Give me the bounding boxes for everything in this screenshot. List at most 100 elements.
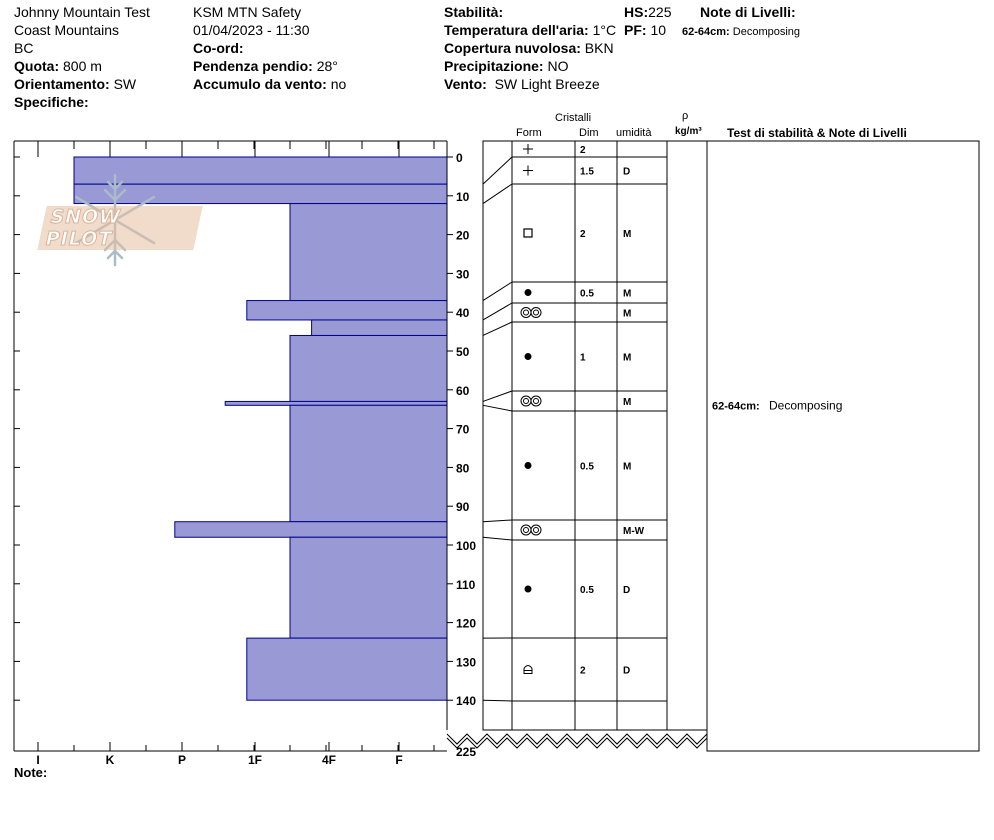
hardness-layer-bar [174, 521, 448, 538]
elevation-field: Quota: 800 m [14, 58, 102, 74]
density-unit-header: kg/m³ [675, 126, 702, 137]
rounded-grain-icon [524, 353, 532, 360]
depth-label: 90 [456, 500, 470, 514]
tests-header: Test di stabilità & Note di Livelli [727, 126, 907, 140]
hardness-layer-bar [289, 334, 448, 402]
observation-datetime: 01/04/2023 - 11:30 [193, 22, 310, 38]
grain-size-value: 1.5 [580, 167, 594, 178]
melt-form-icon [530, 524, 542, 536]
grain-size-value: 0.5 [580, 289, 594, 300]
moisture-value: D [623, 167, 630, 178]
hardness-layer-bar [246, 637, 448, 701]
melt-form-icon [520, 307, 532, 318]
depth-label: 0 [456, 151, 463, 165]
aspect-field: Orientamento: SW [14, 76, 137, 92]
hardness-layer-bar [289, 536, 448, 639]
layer-connector [482, 302, 513, 321]
air-temp-field: Temperatura dell'aria: 1°C [444, 22, 617, 38]
hardness-layer-bar [224, 400, 448, 406]
header-layer-note: 62-64cm: Decomposing [682, 26, 801, 38]
melt-form-icon [523, 398, 529, 404]
location-name: Johnny Mountain Test [14, 4, 150, 20]
moisture-value: D [623, 585, 630, 596]
mountain-range: Coast Mountains [14, 22, 120, 38]
hardness-label: P [178, 753, 186, 767]
moisture-value: M [623, 397, 631, 408]
melt-form-icon [523, 527, 529, 533]
melt-form-icon [530, 307, 542, 318]
form-header: Form [516, 127, 542, 139]
axis-break-zigzag [446, 733, 708, 745]
melt-form-icon [533, 398, 539, 404]
moisture-value: M [623, 289, 631, 300]
rounded-grain-icon [524, 585, 532, 593]
hardness-label: I [36, 753, 39, 767]
moisture-value: D [623, 666, 630, 677]
hardness-label: K [106, 753, 115, 767]
faceted-crystal-icon [523, 228, 533, 238]
layer-connector [482, 156, 513, 185]
moisture-header: umidità [616, 127, 652, 139]
depth-label: 20 [456, 229, 470, 243]
moisture-value: M-W [623, 526, 645, 537]
stability-label: Stabilità: [444, 4, 504, 20]
hardness-layer-bar [289, 404, 448, 523]
hardness-label: 1F [248, 753, 262, 767]
hardness-label: 4F [322, 753, 336, 767]
foot-penetration-field: PF: 10 [624, 22, 667, 38]
wind-loading-field: Accumulo da vento: no [193, 76, 347, 92]
grain-size-value: 0.5 [580, 585, 594, 596]
cloud-cover-field: Copertura nuvolosa: BKN [444, 40, 614, 56]
hardness-layer-bar [73, 156, 448, 185]
grain-size-value: 0.5 [580, 462, 594, 473]
layer-connector [482, 519, 513, 523]
layer-connector [482, 183, 513, 204]
depth-label: 40 [456, 306, 470, 320]
melt-form-icon [530, 395, 542, 407]
layer-connector [482, 699, 513, 702]
layer-connector [482, 404, 513, 412]
depth-label: 60 [456, 384, 470, 398]
layer-notes-label: Note di Livelli: [700, 4, 796, 20]
depth-label: 100 [456, 539, 476, 553]
depth-label: 130 [456, 655, 476, 669]
depth-label: 70 [456, 423, 470, 437]
layer-connector [482, 390, 513, 402]
moisture-value: M [623, 229, 631, 240]
melt-form-icon [523, 309, 529, 316]
depth-label: 140 [456, 694, 476, 708]
precipitation-field: Precipitazione: NO [444, 58, 569, 74]
depth-label: 10 [456, 190, 470, 204]
grain-size-value: 1 [580, 353, 586, 364]
depth-label: 80 [456, 461, 470, 475]
layer-connector [482, 321, 513, 336]
layer-note-text: Decomposing [769, 398, 842, 412]
moisture-value: M [623, 353, 631, 364]
depth-hoar-icon [523, 665, 533, 674]
grain-size-value: 2 [580, 666, 586, 677]
tests-notes-frame [706, 140, 980, 752]
footer-notes-label: Note: [14, 765, 48, 780]
depth-bottom-label: 225 [456, 745, 476, 759]
layer-connector [482, 536, 513, 541]
snow-height-field: HS:225 [624, 4, 672, 20]
depth-label: 110 [456, 578, 476, 592]
rounded-grain-icon [524, 462, 532, 469]
snowpilot-logo-text: SNOW PILOT [37, 206, 203, 251]
specifics-label: Specifiche: [14, 94, 89, 110]
hardness-label: F [395, 753, 402, 767]
melt-form-icon [520, 395, 532, 407]
crystal-table-frame [482, 140, 708, 731]
snowpilot-logo: SNOW PILOT [37, 170, 203, 270]
melt-form-icon [533, 527, 539, 533]
hardness-layer-bar [289, 203, 448, 302]
coordinates-label: Co-ord: [193, 40, 244, 56]
layer-connector [482, 281, 513, 301]
hardness-layer-bar [311, 319, 448, 336]
depth-label: 30 [456, 267, 470, 281]
depth-label: 120 [456, 617, 476, 631]
grain-size-value: 2 [580, 229, 586, 240]
density-rho-header: ρ [682, 110, 689, 122]
layer-note-depth: 62-64cm: [712, 400, 760, 412]
